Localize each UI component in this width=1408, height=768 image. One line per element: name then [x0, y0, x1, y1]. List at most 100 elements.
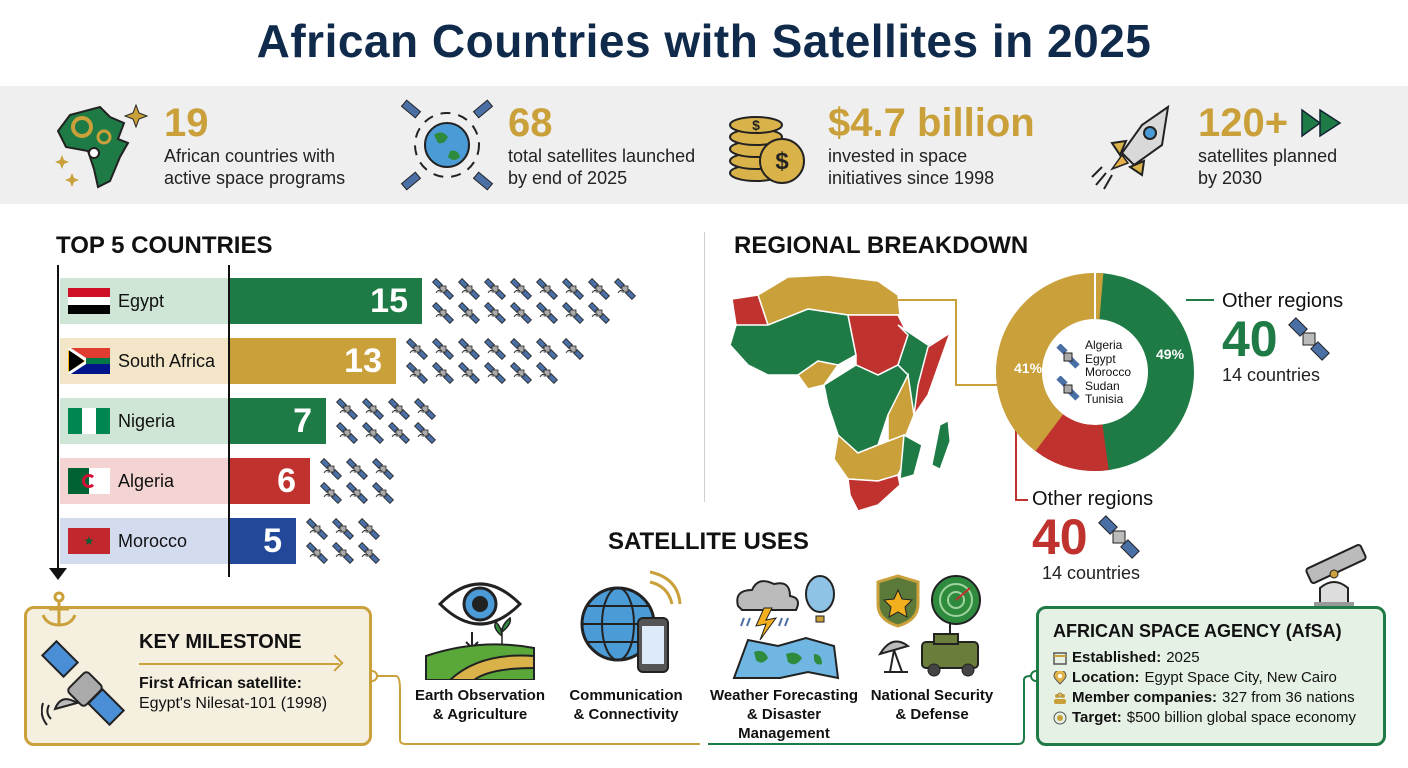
satellite-icon: [535, 277, 559, 301]
satellite-icon: [305, 541, 329, 565]
milestone-heading: First African satellite:: [139, 675, 303, 692]
satellite-icon: [357, 541, 381, 565]
use-label: Weather Forecasting: [709, 687, 859, 704]
coins-icon: $ $: [712, 95, 822, 195]
agency-title: AFRICAN SPACE AGENCY (AfSA): [1053, 621, 1342, 641]
rocket-icon: [1082, 95, 1192, 195]
country-name: Tunisia: [1085, 392, 1124, 407]
agency-label: Member companies:: [1072, 689, 1218, 706]
milestone-title: KEY MILESTONE: [139, 631, 302, 653]
bar: 6: [230, 458, 310, 504]
eye-field-icon: [420, 568, 540, 681]
stat-planned: 120+ satellites planned by 2030: [1082, 86, 1346, 204]
anchor-icon: [41, 591, 77, 627]
bar: 13: [230, 338, 396, 384]
axis-line: [228, 265, 230, 577]
satellite-icon: [361, 397, 385, 421]
callout-sub: 14 countries: [1222, 365, 1321, 385]
bar-label: Egypt: [60, 278, 228, 324]
agency-row: Target: $500 billion global space econom…: [1053, 708, 1369, 728]
page-title: African Countries with Satellites in 202…: [256, 15, 1152, 67]
satellite-icon: [413, 421, 437, 445]
satellite-icon: [371, 481, 395, 505]
people-icon: [1054, 692, 1066, 704]
satellite-icon: [335, 397, 359, 421]
agency-value: 2025: [1166, 649, 1200, 666]
satellite-pictogram: [305, 517, 381, 565]
stat-desc: active space programs: [164, 168, 346, 188]
flag-egypt-icon: [68, 288, 110, 314]
bar-row-egypt: Egypt 15: [60, 277, 637, 325]
stat-desc: by end of 2025: [508, 168, 628, 188]
divider: [704, 232, 705, 502]
location-pin-icon: [1053, 671, 1067, 685]
globe-satellites-icon: [392, 95, 502, 195]
use-security: National Security & Defense: [852, 568, 1012, 724]
stats-band: 19 African countries with active space p…: [0, 86, 1408, 204]
bar-label: Nigeria: [60, 398, 228, 444]
uses-title: SATELLITE USES: [608, 528, 809, 555]
stat-value-text: 120+: [1198, 101, 1289, 145]
satellite-icon: [387, 421, 411, 445]
callout-label: Other regions: [1222, 290, 1344, 312]
milestone-body: Egypt's Nilesat-101 (1998): [139, 695, 328, 712]
agency-row: Location: Egypt Space City, New Cairo: [1053, 668, 1369, 688]
satellite-icon: [305, 517, 329, 541]
agency-row: Member companies: 327 from 36 nations: [1053, 688, 1369, 708]
agency-row: Established: 2025: [1053, 648, 1369, 668]
satellite-icon: [509, 301, 533, 325]
agency-value: 327 from 36 nations: [1222, 689, 1355, 706]
pct-gold: 41%: [1014, 360, 1043, 376]
satellite-pictogram: [335, 397, 437, 445]
bar-row-algeria: Algeria 6: [60, 457, 395, 505]
africa-map: [728, 265, 968, 515]
stat-value: 68: [508, 101, 553, 145]
axis-line: [57, 265, 59, 575]
country-name: South Africa: [118, 350, 216, 371]
satellite-icon: [457, 337, 481, 361]
use-label: & Connectivity: [573, 706, 679, 723]
top5-title: TOP 5 COUNTRIES: [56, 232, 273, 259]
satellite-icon: [405, 361, 429, 385]
stat-investment: $ $ $4.7 billion invested in space initi…: [712, 86, 1035, 204]
satellite-icon: [331, 517, 355, 541]
country-name: Morocco: [1085, 365, 1132, 380]
satellite-icon: [457, 277, 481, 301]
key-milestone-card: KEY MILESTONE First African satellite: E…: [24, 591, 372, 746]
stat-desc: total satellites launched: [508, 146, 696, 166]
bar-row-south-africa: South Africa 13: [60, 337, 585, 385]
satellite-icon: [1056, 376, 1080, 401]
use-weather: Weather Forecasting & Disaster Managemen…: [704, 568, 864, 743]
satellite-icon: [509, 361, 533, 385]
satellite-icon: [1287, 317, 1330, 361]
flag-morocco-icon: ★: [68, 528, 110, 554]
use-label: Communication: [569, 687, 683, 704]
satellite-icon: [387, 397, 411, 421]
satellite-icon: [483, 277, 507, 301]
agency-value: Egypt Space City, New Cairo: [1144, 669, 1337, 686]
satellite-icon: [613, 277, 637, 301]
satellite-icon: [587, 277, 611, 301]
satellite-icon: [431, 337, 455, 361]
flag-south-africa-icon: [68, 348, 110, 374]
stat-desc: by 2030: [1198, 168, 1263, 188]
satellite-icon: [587, 301, 611, 325]
use-label: National Security: [870, 687, 994, 704]
use-label: & Defense: [895, 706, 969, 723]
pct-green: 49%: [1156, 346, 1185, 362]
satellite-icon: [319, 481, 343, 505]
country-name: Morocco: [118, 530, 188, 551]
satellite-icon: [431, 301, 455, 325]
bar-label: ★ Morocco: [60, 518, 228, 564]
satellite-icon: [509, 337, 533, 361]
satellite-icon: [483, 361, 507, 385]
country-name: Algeria: [1085, 338, 1123, 353]
callout-label: Other regions: [1032, 488, 1154, 510]
satellite-icon: [561, 337, 585, 361]
satellite-icon: [457, 301, 481, 325]
stat-desc: satellites planned: [1198, 146, 1338, 166]
regional-title: REGIONAL BREAKDOWN: [734, 232, 1029, 259]
country-name: Egypt: [118, 290, 165, 311]
stat-countries: 19 African countries with active space p…: [48, 86, 345, 204]
satellite-icon: [431, 361, 455, 385]
